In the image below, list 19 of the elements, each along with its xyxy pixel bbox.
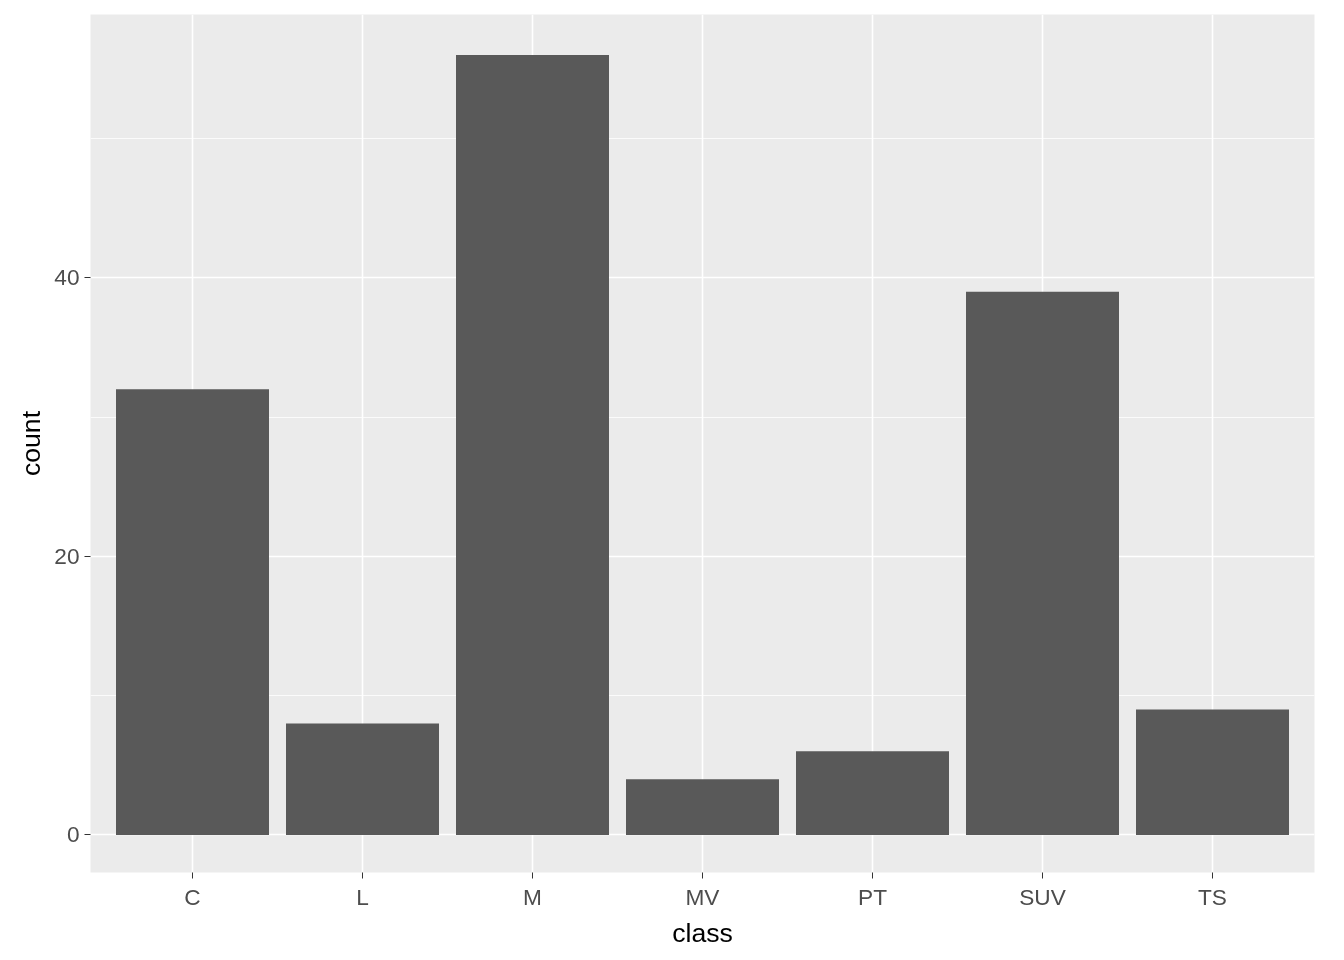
x-tick-label: M <box>523 883 542 910</box>
x-tick-label: TS <box>1198 883 1227 910</box>
bar <box>286 723 439 835</box>
x-tick-label: MV <box>685 883 721 910</box>
y-axis-title: count <box>16 410 47 477</box>
y-tick-label: 0 <box>66 821 80 848</box>
bar <box>626 779 779 835</box>
y-tick-label: 20 <box>54 542 80 569</box>
x-tick-label: L <box>356 883 369 910</box>
y-tick-label: 40 <box>54 264 80 291</box>
x-tick-label: C <box>184 883 201 910</box>
x-tick-label: SUV <box>1019 883 1067 910</box>
bar <box>116 389 269 835</box>
x-tick-label: PT <box>858 883 888 910</box>
x-axis-title: class <box>672 917 733 948</box>
bar <box>456 54 609 835</box>
bar <box>1136 709 1289 835</box>
bar <box>966 291 1119 835</box>
bar <box>796 751 949 835</box>
